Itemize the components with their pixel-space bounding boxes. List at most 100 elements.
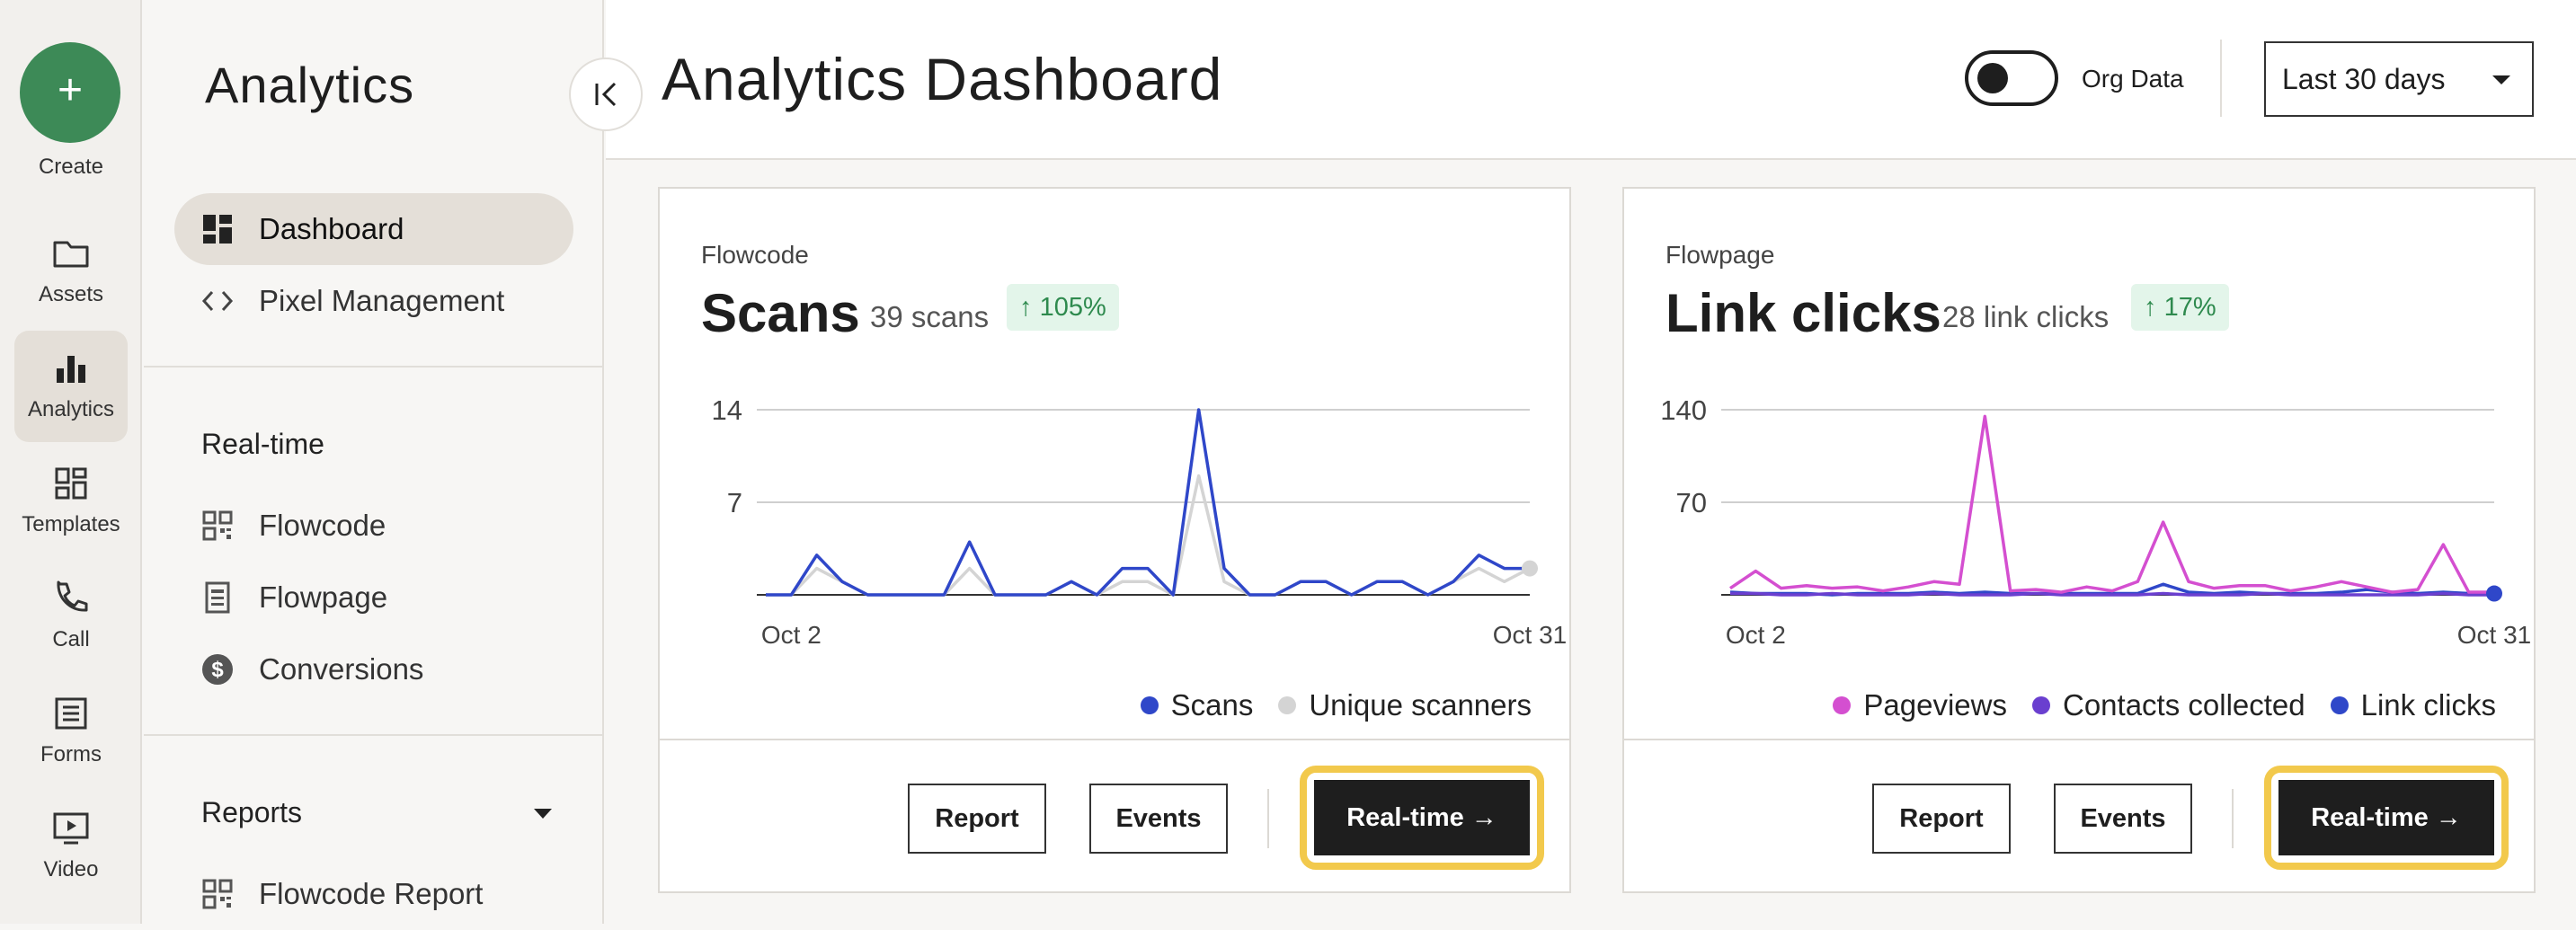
chart-legend: Pageviews Contacts collected Link clicks bbox=[1808, 688, 2496, 722]
report-button[interactable]: Report bbox=[1872, 784, 2011, 854]
top-bar: Analytics Dashboard Org Data Last 30 day… bbox=[606, 0, 2576, 160]
events-button[interactable]: Events bbox=[2054, 784, 2192, 854]
card-overline: Flowcode bbox=[701, 241, 809, 269]
folder-icon bbox=[53, 241, 89, 268]
sidenav-divider bbox=[144, 734, 604, 736]
legend-label: Link clicks bbox=[2360, 688, 2496, 722]
collapse-sidebar-button[interactable] bbox=[569, 58, 643, 131]
series-line-scans bbox=[766, 408, 1530, 597]
legend-item[interactable]: Contacts collected bbox=[2031, 688, 2305, 722]
change-badge: ↑ 17% bbox=[2131, 284, 2229, 331]
legend-label: Scans bbox=[1170, 688, 1254, 722]
rail-item-label: Analytics bbox=[27, 397, 115, 421]
rail-item-label: Templates bbox=[22, 512, 120, 536]
last-point-marker[interactable] bbox=[2486, 585, 2502, 602]
footer-divider bbox=[1267, 789, 1269, 848]
phone-icon bbox=[57, 580, 88, 612]
x-tick-label: Oct 31 bbox=[1493, 621, 1567, 649]
arrow-up-icon: ↑ bbox=[2144, 293, 2164, 322]
legend-item[interactable]: Scans bbox=[1140, 688, 1254, 722]
rail-item-video[interactable]: Video bbox=[0, 807, 142, 882]
sidenav-item-dashboard[interactable]: Dashboard bbox=[174, 193, 573, 265]
realtime-highlight-ring bbox=[2264, 766, 2509, 870]
card-count: 28 link clicks bbox=[1942, 300, 2110, 333]
card-footer-divider bbox=[660, 739, 1569, 740]
analytics-sidenav: Analytics Dashboard Pixel Management Rea… bbox=[144, 0, 604, 924]
rail-item-forms[interactable]: Forms bbox=[0, 692, 142, 767]
y-tick-label: 70 bbox=[1676, 487, 1707, 518]
series-line-unique-scanners bbox=[766, 474, 1531, 597]
caret-down-icon bbox=[2492, 75, 2510, 84]
sidenav-item-label: Flowcode bbox=[259, 509, 386, 542]
sidenav-item-label: Pixel Management bbox=[259, 284, 505, 317]
y-tick-label: 14 bbox=[712, 394, 742, 426]
sidenav-divider bbox=[144, 366, 604, 368]
legend-label: Contacts collected bbox=[2062, 688, 2305, 722]
plus-icon: + bbox=[57, 66, 84, 114]
card-count: 39 scans bbox=[870, 300, 990, 333]
card-overline: Flowpage bbox=[1666, 241, 1775, 269]
caret-down-icon bbox=[534, 809, 552, 819]
sidenav-item-flowcode-report[interactable]: Flowcode Report bbox=[174, 858, 573, 930]
sidenav-title: Analytics bbox=[205, 57, 415, 113]
y-tick-label: 7 bbox=[727, 487, 742, 518]
realtime-button[interactable]: Real-time → bbox=[1314, 780, 1530, 855]
rail-item-analytics[interactable]: Analytics bbox=[0, 347, 142, 422]
rail-create-label-wrap: Create bbox=[0, 155, 142, 180]
section-title-realtime: Real-time bbox=[201, 428, 324, 460]
legend-dot-icon bbox=[2330, 696, 2349, 714]
realtime-button[interactable]: Real-time → bbox=[2278, 780, 2494, 855]
legend-dot-icon bbox=[1278, 696, 1297, 714]
sidenav-item-label: Dashboard bbox=[259, 212, 404, 245]
create-button[interactable]: + bbox=[20, 42, 120, 143]
realtime-highlight-ring bbox=[1300, 766, 1544, 870]
sidenav-item-label: Conversions bbox=[259, 652, 424, 686]
rail-item-templates[interactable]: Templates bbox=[0, 462, 142, 537]
events-button[interactable]: Events bbox=[1089, 784, 1228, 854]
header-divider bbox=[2220, 40, 2222, 117]
link-clicks-line-chart: 70 140 Oct 2 Oct 31 bbox=[1660, 394, 2531, 649]
scans-line-chart: 7 14 Oct 2 Oct 31 bbox=[712, 394, 1568, 649]
legend-item[interactable]: Pageviews bbox=[1833, 688, 2007, 722]
scans-card: Flowcode Scans 39 scans ↑ 105% 7 14 Oct 2 O… bbox=[658, 187, 1571, 893]
change-value: 17% bbox=[2163, 293, 2216, 322]
rail-item-label: Forms bbox=[40, 742, 102, 766]
legend-item[interactable]: Link clicks bbox=[2330, 688, 2496, 722]
dollar-circle-icon: $ bbox=[202, 654, 233, 685]
sidenav-item-flowpage[interactable]: Flowpage bbox=[174, 562, 573, 633]
dashboard-icon bbox=[203, 215, 232, 244]
last-point-marker[interactable] bbox=[1522, 560, 1538, 577]
chart-legend: Scans Unique scanners bbox=[1115, 688, 1532, 722]
x-tick-label: Oct 2 bbox=[761, 621, 822, 649]
rail-create-label: Create bbox=[38, 155, 104, 179]
card-title: Link clicks bbox=[1666, 283, 1941, 343]
legend-label: Unique scanners bbox=[1309, 688, 1532, 722]
rail-item-call[interactable]: Call bbox=[0, 577, 142, 652]
date-range-select[interactable]: Last 30 days bbox=[2264, 41, 2534, 117]
change-badge: ↑ 105% bbox=[1007, 284, 1119, 331]
arrow-up-icon: ↑ bbox=[1019, 293, 1040, 322]
rail-item-analytics-highlight bbox=[14, 331, 128, 442]
sidenav-item-pixel-management[interactable]: Pixel Management bbox=[174, 265, 573, 337]
toggle-knob bbox=[1977, 63, 2008, 93]
series-line-pageviews bbox=[1729, 414, 2494, 594]
section-title-reports[interactable]: Reports bbox=[201, 796, 552, 829]
legend-dot-icon bbox=[1833, 696, 1852, 714]
legend-dot-icon bbox=[2031, 696, 2050, 714]
form-icon bbox=[55, 697, 87, 730]
report-button[interactable]: Report bbox=[908, 784, 1046, 854]
legend-item[interactable]: Unique scanners bbox=[1278, 688, 1532, 722]
sidenav-item-flowcode[interactable]: Flowcode bbox=[174, 490, 573, 562]
rail-item-assets[interactable]: Assets bbox=[0, 232, 142, 307]
svg-text:$: $ bbox=[211, 658, 224, 682]
rail-item-label: Video bbox=[43, 857, 99, 881]
footer-divider bbox=[2232, 789, 2234, 848]
legend-dot-icon bbox=[1140, 696, 1159, 714]
bar-chart-icon bbox=[57, 356, 85, 383]
x-tick-label: Oct 2 bbox=[1726, 621, 1786, 649]
sidenav-item-conversions[interactable]: $ Conversions bbox=[174, 633, 573, 705]
page-icon bbox=[205, 581, 230, 614]
y-tick-label: 140 bbox=[1660, 394, 1707, 426]
legend-label: Pageviews bbox=[1863, 688, 2007, 722]
org-data-toggle[interactable] bbox=[1965, 50, 2058, 106]
